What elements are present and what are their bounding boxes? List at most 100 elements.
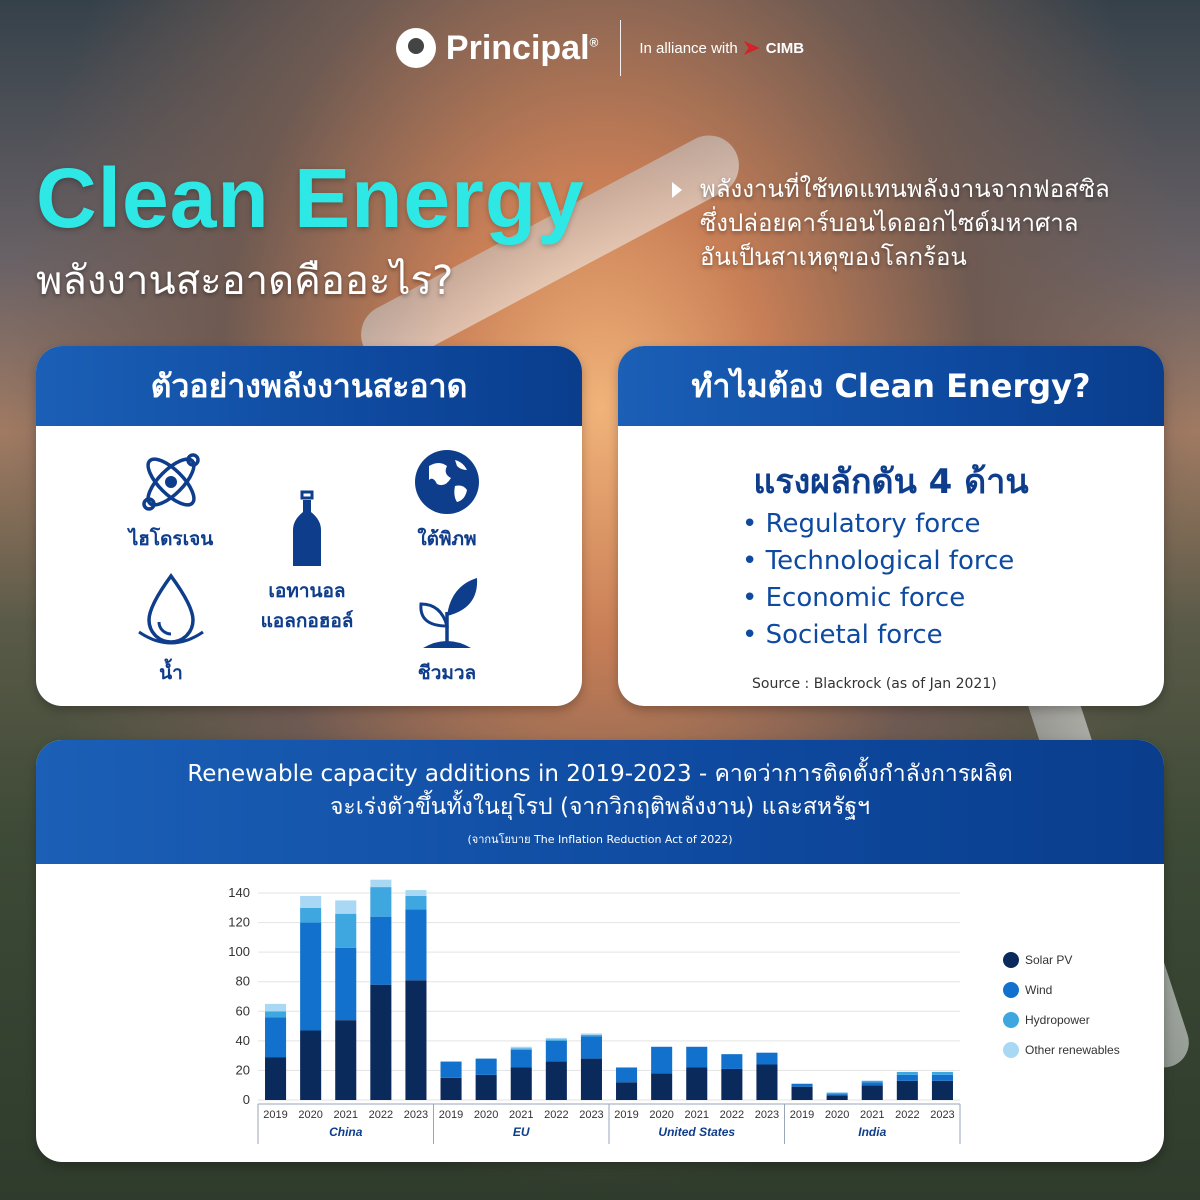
x-tick-label: 2019 [439, 1109, 463, 1121]
triangle-bullet-icon [672, 182, 682, 198]
example-water: น้ำ [116, 572, 226, 688]
principal-logo-icon [395, 28, 436, 68]
chart-note: (จากนโยบาย The Inflation Reduction Act o… [467, 833, 733, 846]
bar-segment [721, 1054, 743, 1069]
x-tick-label: 2019 [790, 1109, 814, 1121]
sprout-icon [419, 578, 478, 648]
bar-segment [826, 1094, 848, 1096]
bar-segment [580, 1033, 602, 1035]
bar-segment [335, 947, 357, 1021]
x-tick-label: 2023 [755, 1109, 779, 1121]
bar-segment [440, 1061, 462, 1078]
header-divider [620, 20, 622, 76]
example-label: เอทานอล [268, 580, 346, 602]
bar-segment [861, 1085, 883, 1100]
y-tick-label: 140 [228, 885, 250, 900]
bottle-icon [293, 490, 321, 566]
list-item: Regulatory force [742, 506, 1014, 543]
bar-segment [510, 1067, 532, 1100]
legend-swatch [1003, 1012, 1019, 1028]
bar-segment [265, 1011, 287, 1018]
legend-label: Wind [1025, 983, 1052, 997]
header: Principal® In alliance with CIMB [0, 18, 1200, 78]
example-biomass: ชีวมวล [392, 572, 502, 688]
x-tick-label: 2023 [404, 1109, 428, 1121]
bar-segment [545, 1040, 567, 1062]
description-line: ซึ่งปล่อยคาร์บอนไดออกไซด์มหาศาล [700, 209, 1079, 237]
x-tick-label: 2023 [579, 1109, 603, 1121]
legend-swatch [1003, 1042, 1019, 1058]
example-label-line2: แอลกอฮอล์ [260, 610, 354, 632]
water-drop-icon [138, 573, 204, 645]
bar-segment [826, 1092, 848, 1095]
bar-segment [475, 1058, 497, 1075]
bar-segment [405, 909, 427, 981]
bar-segment [580, 1058, 602, 1100]
bar-segment [405, 980, 427, 1100]
page-title: Clean Energy [36, 151, 585, 245]
x-tick-label: 2019 [614, 1109, 638, 1121]
x-tick-label: 2021 [334, 1109, 358, 1121]
x-tick-label: 2020 [649, 1109, 673, 1121]
y-tick-label: 20 [236, 1062, 250, 1077]
bar-segment [335, 1020, 357, 1100]
bar-segment [651, 1046, 673, 1074]
bar-segment [686, 1046, 708, 1068]
x-tick-label: 2022 [895, 1109, 919, 1121]
bar-segment [545, 1037, 567, 1040]
example-label: น้ำ [159, 662, 183, 684]
example-geothermal: ใต้พิภพ [392, 446, 502, 554]
bar-segment [300, 922, 322, 1031]
bar-segment [861, 1082, 883, 1086]
globe-icon [415, 450, 479, 514]
bar-segment [545, 1039, 567, 1041]
bar-segment [300, 895, 322, 908]
x-tick-label: 2019 [263, 1109, 287, 1121]
example-label: ไฮโดรเจน [128, 528, 214, 550]
atom-icon [142, 453, 200, 511]
partner-name: CIMB [765, 39, 805, 57]
bar-segment [896, 1080, 918, 1100]
source-note: Source : Blackrock (as of Jan 2021) [752, 676, 997, 692]
chart-title-line1: Renewable capacity additions in 2019-202… [187, 761, 1013, 787]
examples-card: ตัวอย่างพลังงานสะอาด ไฮโดรเจน ใต้พิภพ เอ… [36, 346, 582, 706]
bar-segment [370, 916, 392, 985]
bar-segment [931, 1074, 953, 1081]
bar-segment [405, 895, 427, 910]
bar-segment [616, 1067, 638, 1083]
bar-segment [686, 1067, 708, 1100]
bar-segment [826, 1095, 848, 1100]
bar-segment [896, 1074, 918, 1081]
examples-card-title: ตัวอย่างพลังงานสะอาด [36, 346, 582, 426]
bar-segment [791, 1083, 813, 1087]
x-tick-label: 2021 [860, 1109, 884, 1121]
bar-segment [440, 1077, 462, 1100]
x-tick-label: 2023 [930, 1109, 954, 1121]
group-label: India [858, 1125, 886, 1139]
bar-segment [335, 900, 357, 914]
cimb-logo-icon [743, 41, 760, 55]
x-tick-label: 2021 [685, 1109, 709, 1121]
bar-segment [616, 1082, 638, 1100]
bar-segment [370, 879, 392, 888]
description-line: อันเป็นสาเหตุของโลกร้อน [700, 243, 967, 271]
group-label: EU [513, 1125, 530, 1139]
x-tick-label: 2021 [509, 1109, 533, 1121]
group-label: China [329, 1125, 363, 1139]
alliance-text: In alliance with [639, 39, 738, 57]
example-ethanol: เอทานอล แอลกอฮอล์ [232, 490, 382, 636]
x-tick-label: 2020 [825, 1109, 849, 1121]
bar-segment [265, 1017, 287, 1058]
x-tick-label: 2020 [474, 1109, 498, 1121]
bar-segment [265, 1003, 287, 1012]
bar-segment [580, 1034, 602, 1037]
bar-segment [475, 1074, 497, 1100]
chart-card: Renewable capacity additions in 2019-202… [36, 740, 1164, 1162]
legend-swatch [1003, 952, 1019, 968]
capacity-chart: 0 20 40 60 80 100 120 140 2019 2020 2021 2022 2023 Ch… [228, 879, 1120, 1144]
description-line: พลังงานที่ใช้ทดแทนพลังงานจากฟอสซิล [700, 175, 1110, 203]
legend-label: Solar PV [1025, 953, 1072, 967]
bar-segment [896, 1071, 918, 1075]
bar-segment [300, 907, 322, 923]
bar-segment [861, 1080, 883, 1083]
